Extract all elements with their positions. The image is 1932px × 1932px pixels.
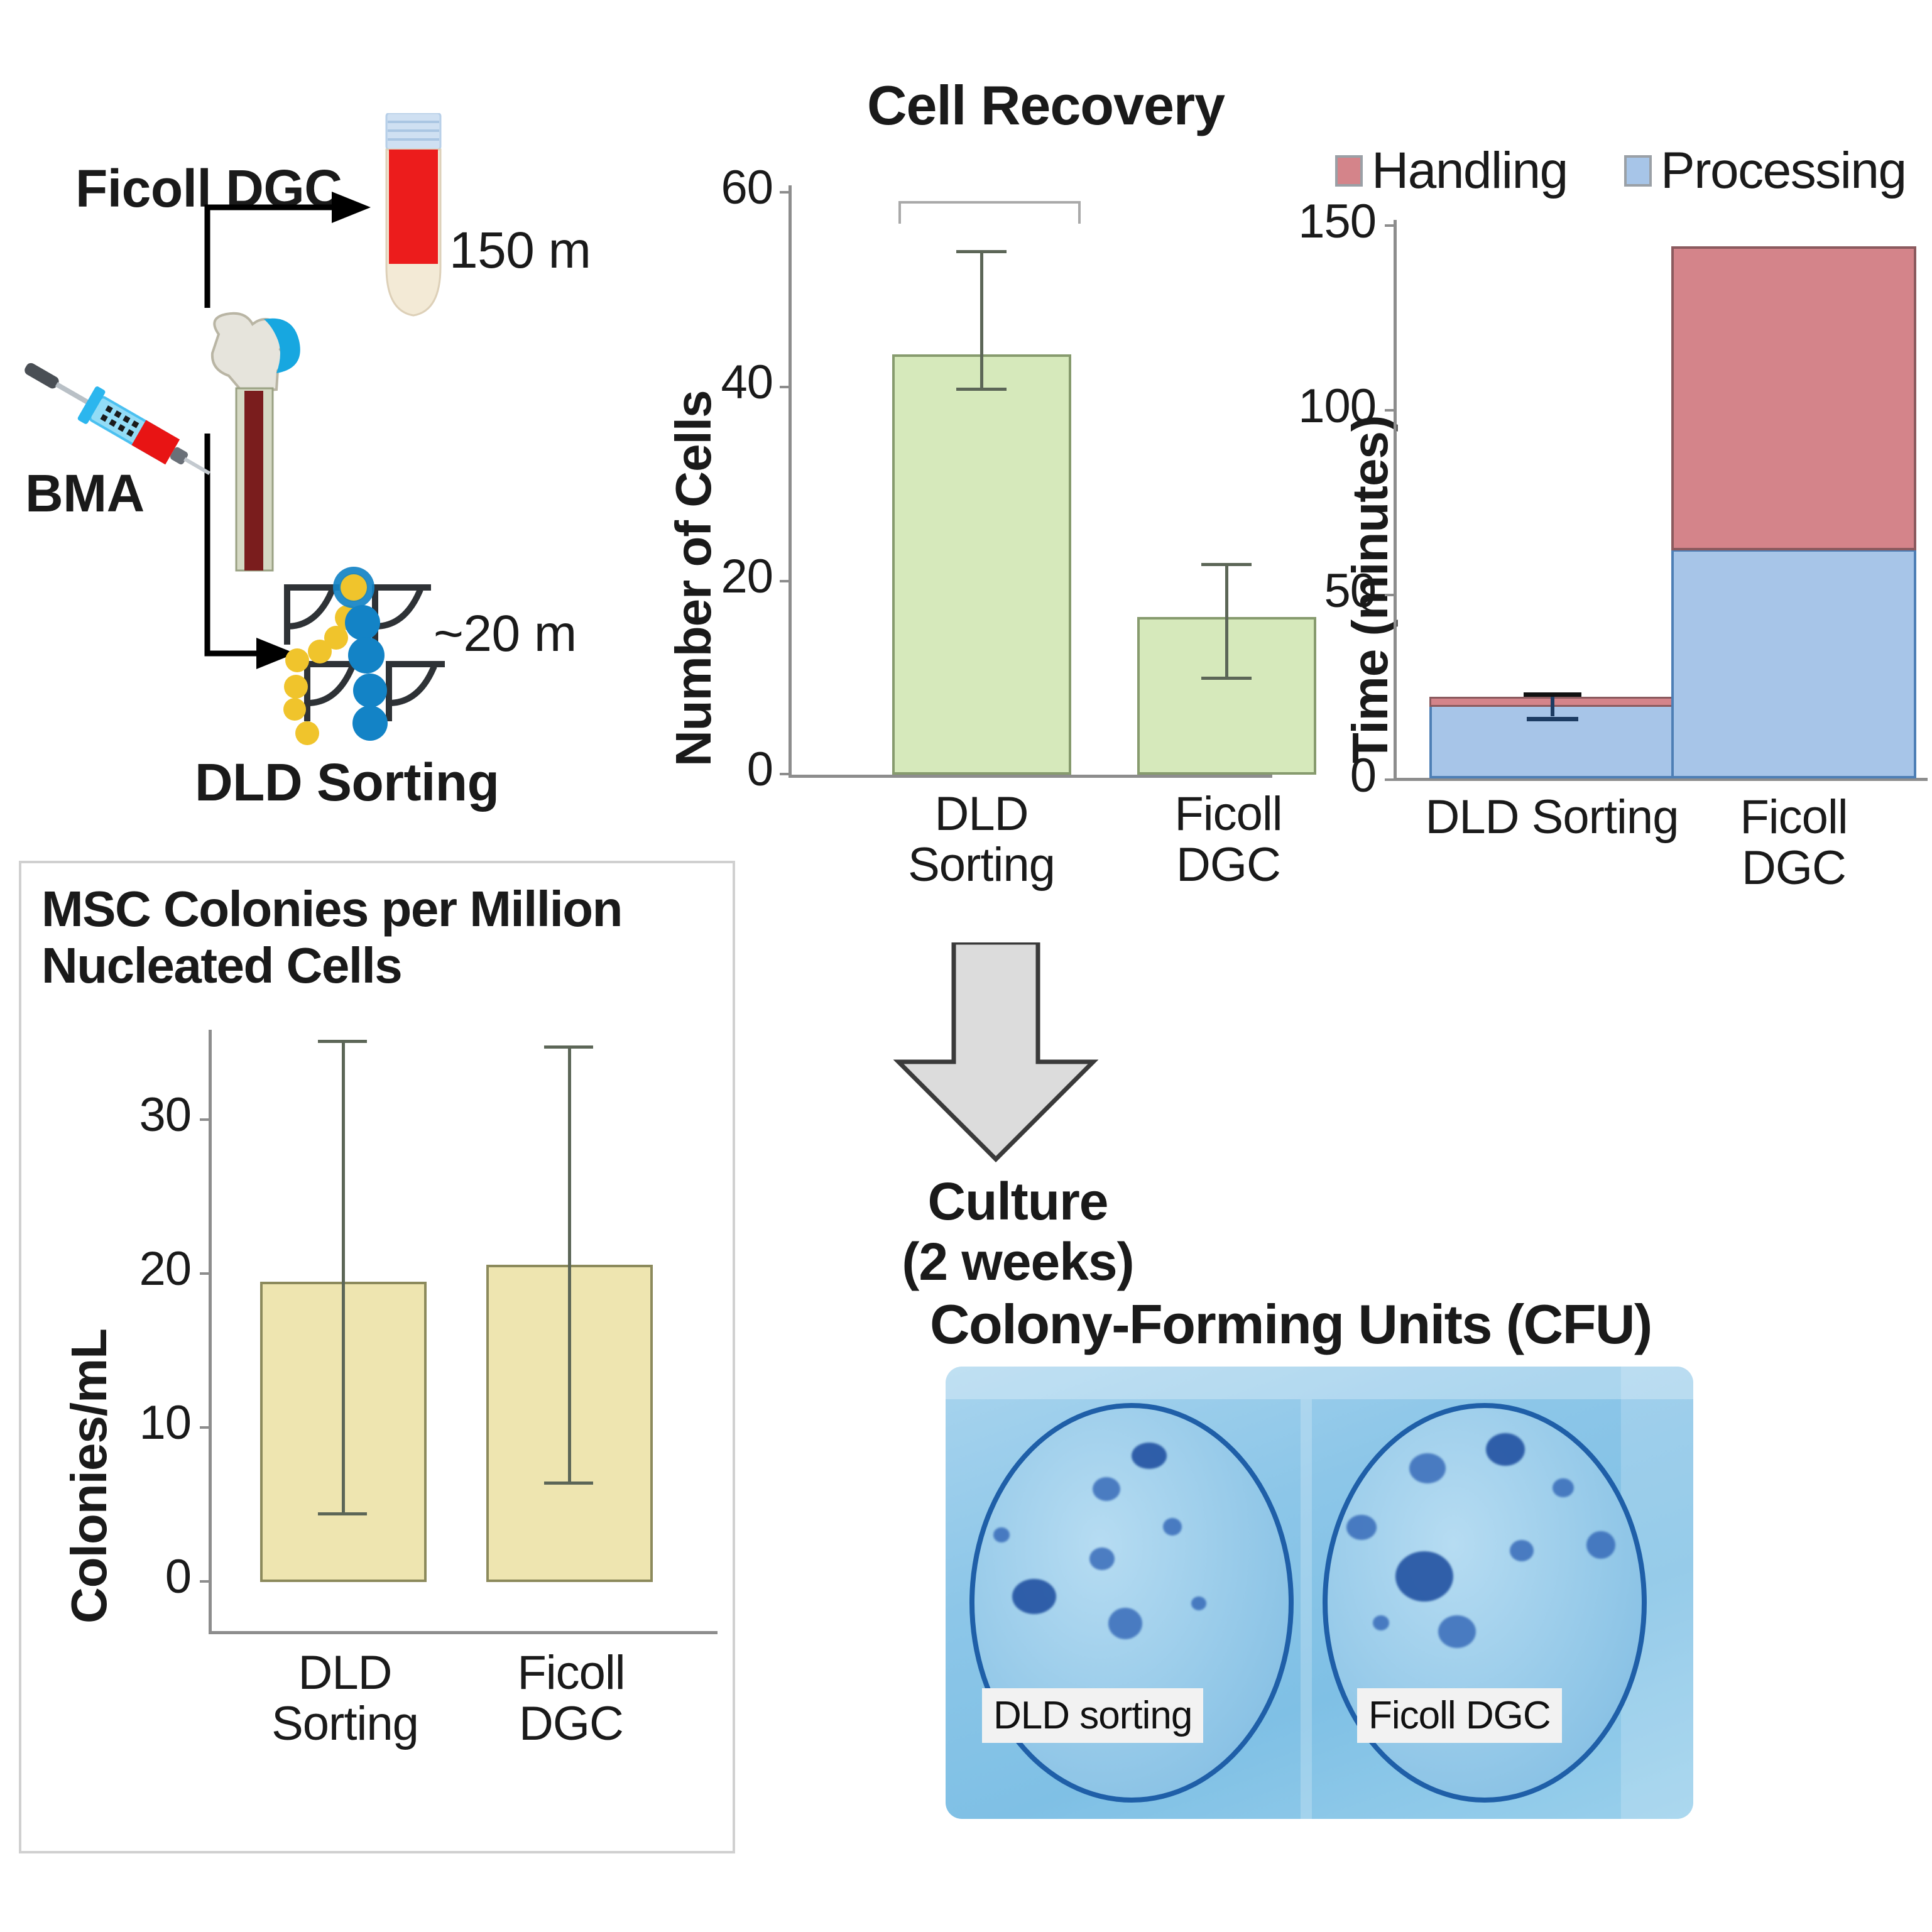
errorbar-cap-top-time-dld <box>1524 692 1581 697</box>
arrow-head-dld <box>256 638 295 669</box>
time-x-axis <box>1394 778 1928 781</box>
msc-ytick-label-0: 0 <box>165 1550 192 1603</box>
culture-label: Culture (2 weeks) <box>798 1172 1238 1292</box>
cfu-title: Colony-Forming Units (CFU) <box>930 1293 1652 1355</box>
msc-errorbar-cap-bottom-dld <box>318 1512 367 1515</box>
culture-step: Culture (2 weeks) <box>798 942 1238 1382</box>
errorbar-cap-top-dld <box>956 250 1007 253</box>
time-xtick-label-dld: DLD Sorting <box>1425 790 1679 844</box>
msc-errorbar-cap-top-dld <box>318 1040 367 1043</box>
msc-tick-30 <box>200 1118 211 1121</box>
errorbar-cap-bottom-dld <box>956 388 1007 391</box>
errorbar-dld-sorting <box>980 250 983 390</box>
time-ytick-label-100: 100 <box>1298 379 1377 433</box>
legend-handling: Handling <box>1335 143 1568 199</box>
msc-tick-0 <box>200 1580 211 1583</box>
time-xtick-label-ficoll-line1: Ficoll <box>1740 790 1848 844</box>
time-tick-0 <box>1385 778 1396 781</box>
cell-recovery-x-axis <box>789 775 1272 778</box>
femur-bone-icon <box>210 312 300 572</box>
errorbar-time-dld <box>1551 692 1554 716</box>
msc-colonies-title: MSC Colonies per Million Nucleated Cells <box>41 881 714 993</box>
msc-xtick-label-ficoll-line1: Ficoll <box>517 1646 625 1700</box>
cell-recovery-ytick-label-40: 40 <box>721 356 773 409</box>
legend-processing: Processing <box>1624 142 1907 199</box>
legend-label-handling: Handling <box>1372 142 1568 199</box>
msc-errorbar-cap-top-ficoll <box>544 1045 593 1049</box>
errorbar-cap-bottom-time-dld <box>1527 717 1578 721</box>
arrow-to-ficoll <box>204 204 333 308</box>
bar-dld-sorting <box>892 354 1071 775</box>
workflow-panel: Ficoll DGC BMA DLD Sorting 150 m ~20 m <box>0 0 666 836</box>
time-ytick-label-150: 150 <box>1298 195 1377 248</box>
cell-recovery-ytick-label-60: 60 <box>721 161 773 214</box>
plate-rim-top <box>946 1367 1693 1399</box>
errorbar-cap-bottom-ficoll <box>1201 677 1252 680</box>
arrow-to-dld <box>204 434 258 657</box>
msc-errorbar-ficoll <box>568 1045 571 1483</box>
time-ytick-label-50: 50 <box>1324 564 1377 618</box>
plate-divider <box>1301 1399 1312 1819</box>
msc-tick-10 <box>200 1426 211 1429</box>
workflow-arrows <box>204 192 371 669</box>
cfu-plate-photo: DLD sorting Ficoll DGC <box>946 1367 1693 1819</box>
cell-recovery-title: Cell Recovery <box>867 74 1225 136</box>
handling-swatch-icon <box>1335 155 1363 187</box>
time-xtick-label-ficoll-line2: DGC <box>1742 841 1847 895</box>
processing-time-chart: Handling Processing Time (minutes) 150 1… <box>1282 75 1932 974</box>
culture-label-line1: Culture <box>927 1172 1109 1231</box>
time-tick-50 <box>1385 594 1396 596</box>
cell-recovery-tick-40 <box>780 386 791 388</box>
time-ytick-label-0: 0 <box>1350 749 1377 802</box>
cell-recovery-tick-20 <box>780 580 791 582</box>
cell-recovery-xtick-label-ficoll-line1: Ficoll <box>1174 787 1282 841</box>
cfu-section: Colony-Forming Units (CFU) <box>930 1294 1759 1860</box>
bar-time-ficoll-processing <box>1671 549 1916 778</box>
cell-recovery-tick-60 <box>780 191 791 194</box>
time-tick-150 <box>1385 224 1396 227</box>
msc-tick-20 <box>200 1272 211 1275</box>
msc-ytick-label-20: 20 <box>139 1242 192 1296</box>
msc-colonies-panel: MSC Colonies per Million Nucleated Cells… <box>19 861 735 1853</box>
msc-xtick-label-ficoll-line2: DGC <box>519 1697 624 1751</box>
bar-time-ficoll-handling <box>1671 246 1916 550</box>
errorbar-ficoll-dgc <box>1225 563 1228 679</box>
down-arrow-icon <box>893 942 1099 1162</box>
cell-recovery-ytick-label-0: 0 <box>746 743 773 796</box>
msc-ytick-label-10: 10 <box>139 1396 192 1449</box>
cell-recovery-ytick-label-20: 20 <box>721 550 773 603</box>
well-label-dld-sorting: DLD sorting <box>982 1688 1204 1743</box>
msc-x-axis <box>209 1631 718 1634</box>
msc-title-line1: MSC Colonies per Million <box>41 881 623 937</box>
well-label-ficoll-dgc: Ficoll DGC <box>1357 1688 1562 1743</box>
time-y-axis <box>1394 220 1397 779</box>
msc-xtick-label-dld-line2: Sorting <box>271 1697 419 1751</box>
msc-title-line2: Nucleated Cells <box>41 937 403 993</box>
dld-sorting-workflow-label: DLD Sorting <box>195 753 499 812</box>
bma-workflow-label: BMA <box>25 464 145 523</box>
cell-recovery-chart: Cell Recovery Number of Cells 60 40 20 0… <box>647 74 1316 974</box>
ficoll-time-label: 150 m <box>449 222 591 279</box>
dld-time-label: ~20 m <box>434 605 577 662</box>
msc-ytick-label-30: 30 <box>139 1088 192 1142</box>
processing-swatch-icon <box>1624 155 1652 187</box>
msc-errorbar-dld <box>342 1040 345 1514</box>
culture-label-line2: (2 weeks) <box>902 1231 1134 1291</box>
significance-bracket <box>898 201 1081 224</box>
cell-recovery-xtick-label-dld: DLD Sorting <box>908 787 1056 892</box>
time-tick-100 <box>1385 409 1396 412</box>
syringe-icon <box>25 363 211 476</box>
cell-recovery-y-axis <box>789 185 792 776</box>
legend-label-processing: Processing <box>1661 142 1907 199</box>
centrifuge-tube-icon <box>385 113 442 317</box>
msc-y-axis <box>209 1030 212 1633</box>
dld-pillar-array-icon <box>283 567 445 745</box>
cell-recovery-tick-0 <box>780 773 791 775</box>
msc-xtick-label-dld-line1: DLD <box>298 1646 392 1700</box>
arrow-head-ficoll <box>332 192 371 223</box>
errorbar-cap-top-ficoll <box>1201 563 1252 566</box>
cell-recovery-xtick-label-ficoll-line2: DGC <box>1176 838 1281 892</box>
msc-errorbar-cap-bottom-ficoll <box>544 1482 593 1485</box>
